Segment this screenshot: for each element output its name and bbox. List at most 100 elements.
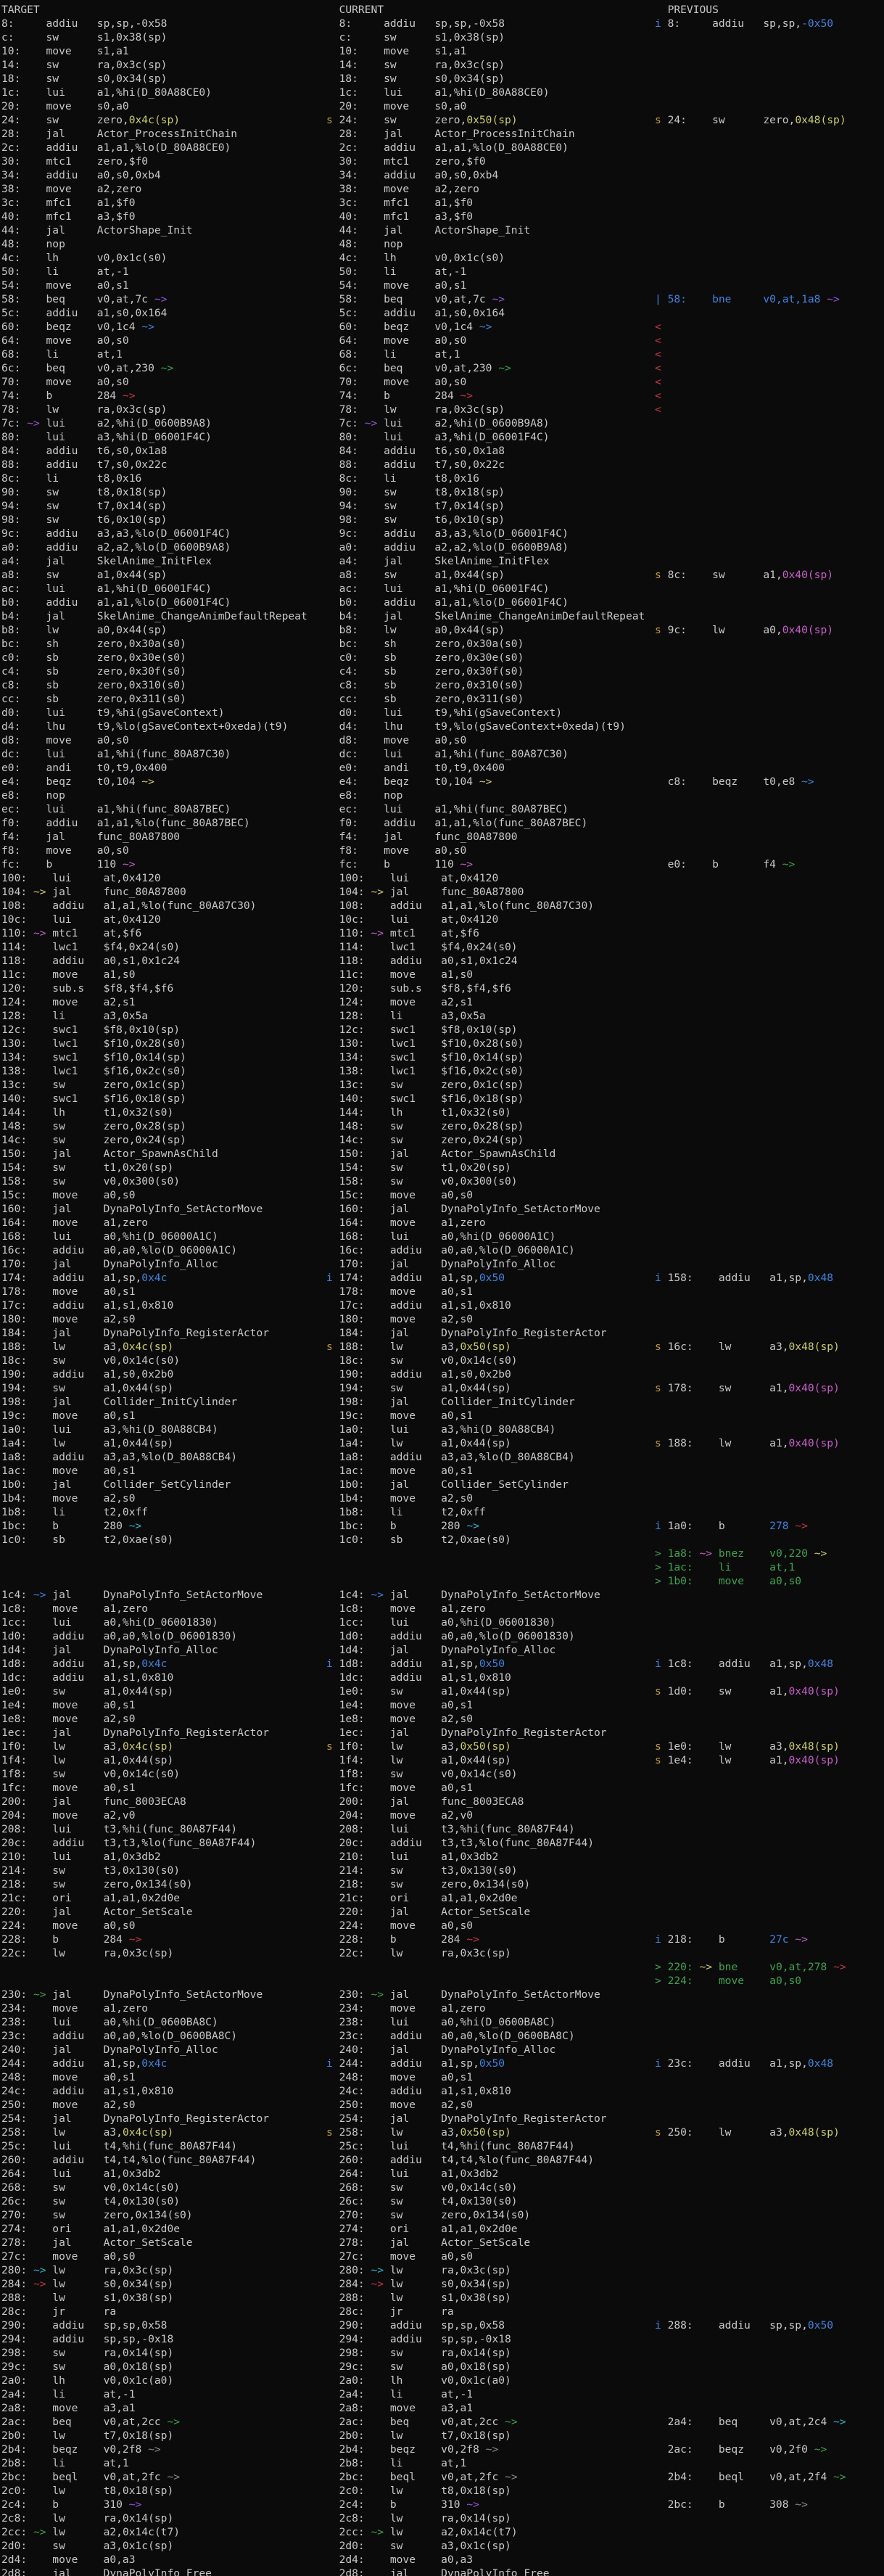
current-cell: 27c: move a0,s0 [326, 2250, 474, 2263]
previous-cell [655, 678, 884, 692]
asm-text: 218: b [667, 1933, 770, 1946]
target-cell: 90: sw t8,0x18(sp) [1, 486, 168, 498]
asm-row: 100: lui at,0x4120 100: lui at,0x4120 [1, 871, 884, 885]
current-cell: 2b8: li at,1 [326, 2457, 467, 2469]
target-cell: 118: addiu a0,s1,0x1c24 [1, 955, 181, 967]
current-cell: cc: sb zero,0x311(s0) [326, 693, 524, 705]
highlighted-text: 0x50(sp) [460, 2126, 511, 2139]
highlighted-text: s [655, 1437, 668, 1449]
target-cell: 2b0: lw t7,0x18(sp) [1, 2429, 174, 2442]
asm-row: 1dc: addiu a1,s1,0x810 1dc: addiu a1,s1,… [1, 1671, 884, 1684]
asm-text: 284: [1, 2278, 33, 2290]
highlighted-text: ~> [122, 390, 136, 402]
previous-cell: < [655, 389, 884, 403]
asm-row: 1f4: lw a1,0x44(sp) 1f4: lw a1,0x44(sp) s… [1, 1753, 884, 1767]
current-cell: ac: lui a1,%hi(D_06001F4C) [326, 583, 550, 595]
target-cell: 23c: addiu a0,a0,%lo(D_0600BA8C) [1, 2030, 238, 2042]
current-cell: d0: lui t9,%hi(gSaveContext) [326, 707, 563, 719]
previous-cell: s 8c: sw a1,0x40(sp) [655, 568, 884, 582]
asm-row: 184: jal DynaPolyInfo_RegisterActor 184:… [1, 1326, 884, 1340]
previous-cell: i 218: b 27c ~> [655, 1933, 884, 1946]
highlighted-text: ~> [371, 927, 384, 939]
previous-cell [655, 72, 884, 86]
highlighted-text: 0x48 [807, 1272, 834, 1284]
asm-text [326, 293, 339, 305]
asm-row: 29c: sw a0,0x18(sp) 29c: sw a0,0x18(sp) [1, 2360, 884, 2374]
highlighted-text: 0x48(sp) [795, 114, 846, 126]
previous-cell [655, 279, 884, 292]
previous-cell [655, 1988, 884, 2001]
asm-row: 88: addiu t7,s0,0x22c 88: addiu t7,s0,0x… [1, 458, 884, 472]
target-cell: 64: move a0,s0 [1, 334, 129, 347]
current-cell: 160: jal DynaPolyInfo_SetActorMove [326, 1203, 600, 1215]
highlighted-text: i [655, 1658, 668, 1670]
asm-text: 16c: lw a3, [667, 1341, 789, 1353]
current-cell: 48: nop [326, 238, 403, 250]
asm-text: 24: sw zero, [1, 114, 129, 126]
current-cell: b0: addiu a1,a1,%lo(D_06001F4C) [326, 596, 569, 609]
previous-cell [655, 196, 884, 210]
current-cell: 128: li a3,0x5a [326, 1010, 486, 1022]
asm-row: 1a8: addiu a3,a3,%lo(D_80A88CB4) 1a8: ad… [1, 1450, 884, 1464]
asm-row: 15c: move a0,s0 15c: move a0,s0 [1, 1188, 884, 1202]
target-cell: c4: sb zero,0x30f(s0) [1, 665, 186, 678]
previous-cell [655, 2429, 884, 2443]
previous-cell [655, 2167, 884, 2181]
current-cell: 88: addiu t7,s0,0x22c [326, 458, 505, 471]
asm-row: 18c: sw v0,0x14c(s0) 18c: sw v0,0x14c(s0… [1, 1354, 884, 1367]
current-cell: 68: li at,1 [326, 348, 460, 361]
asm-row: 9c: addiu a3,a3,%lo(D_06001F4C) 9c: addi… [1, 527, 884, 540]
current-cell: 8c: li t8,0x16 [326, 472, 479, 485]
target-cell: 2a0: lh v0,0x1c(a0) [1, 2374, 174, 2387]
highlighted-text: 58: bne v0,at,1a8 [667, 293, 821, 305]
previous-cell: < [655, 403, 884, 416]
asm-row: > 220: ~> bne v0,at,278 ~> [1, 1960, 884, 1974]
previous-cell [655, 2194, 884, 2208]
target-cell: 8c: li t8,0x16 [1, 472, 142, 485]
previous-cell [655, 2181, 884, 2194]
target-cell: 18c: sw v0,0x14c(s0) [1, 1354, 181, 1367]
target-cell: c0: sb zero,0x30e(s0) [1, 651, 186, 664]
asm-row: 2a0: lh v0,0x1c(a0) 2a0: lh v0,0x1c(a0) [1, 2374, 884, 2387]
target-cell: 1e4: move a0,s1 [1, 1699, 136, 1711]
target-cell: ec: lui a1,%hi(func_80A87BEC) [1, 803, 231, 815]
previous-cell [655, 1505, 884, 1519]
highlighted-text: ~> [795, 1520, 808, 1532]
current-cell: a8: sw a1,0x44(sp) [326, 569, 505, 581]
asm-row: 160: jal DynaPolyInfo_SetActorMove 160: … [1, 1202, 884, 1216]
highlighted-text: 224: move a0,s0 [667, 1975, 802, 1987]
previous-cell [655, 513, 884, 527]
previous-cell [655, 2511, 884, 2525]
current-cell: 60: beqz v0,1c4 ~> [326, 320, 655, 334]
current-cell: a0: addiu a2,a2,%lo(D_0600B9A8) [326, 541, 569, 554]
highlighted-text: ~> [699, 1961, 713, 1973]
asm-text: 1e0: lw a3, [667, 1740, 789, 1753]
current-cell: d8: move a0,s0 [326, 734, 467, 746]
current-cell: 1d0: addiu a0,a0,%lo(D_06001830) [326, 1630, 575, 1642]
target-cell: 1f4: lw a1,0x44(sp) [1, 1754, 174, 1766]
current-cell: 15c: move a0,s0 [326, 1189, 474, 1201]
asm-row: 1d0: addiu a0,a0,%lo(D_06001830) 1d0: ad… [1, 1629, 884, 1643]
asm-text: 188: lw a3, [1, 1341, 123, 1353]
current-cell: bc: sh zero,0x30a(s0) [326, 638, 524, 650]
asm-row: 28: jal Actor_ProcessInitChain 28: jal A… [1, 127, 884, 141]
previous-cell [655, 995, 884, 1009]
current-cell: 1f4: lw a1,0x44(sp) [326, 1754, 511, 1766]
target-cell: 128: li a3,0x5a [1, 1010, 149, 1022]
asm-text: 2ac: beqz v0,2f0 [655, 2443, 814, 2456]
previous-cell: s 1e0: lw a3,0x48(sp) [655, 1740, 884, 1753]
previous-cell [655, 554, 884, 568]
previous-cell [655, 1643, 884, 1657]
current-cell: 14c: sw zero,0x24(sp) [326, 1134, 524, 1146]
previous-cell: e0: b f4 ~> [655, 857, 884, 871]
asm-row: 3c: mfc1 a1,$f0 3c: mfc1 a1,$f0 [1, 196, 884, 210]
highlighted-text: s [326, 114, 339, 126]
asm-text: 23c: addiu a1,sp, [667, 2057, 808, 2070]
target-cell: 4c: lh v0,0x1c(s0) [1, 252, 168, 264]
target-cell: f0: addiu a1,a1,%lo(func_80A87BEC) [1, 817, 250, 829]
asm-row: 118: addiu a0,s1,0x1c24 118: addiu a0,s1… [1, 954, 884, 968]
target-cell: 70: move a0,s0 [1, 376, 129, 388]
asm-row: 54: move a0,s1 54: move a0,s1 [1, 279, 884, 292]
target-cell: 80: lui a3,%hi(D_06001F4C) [1, 431, 212, 443]
